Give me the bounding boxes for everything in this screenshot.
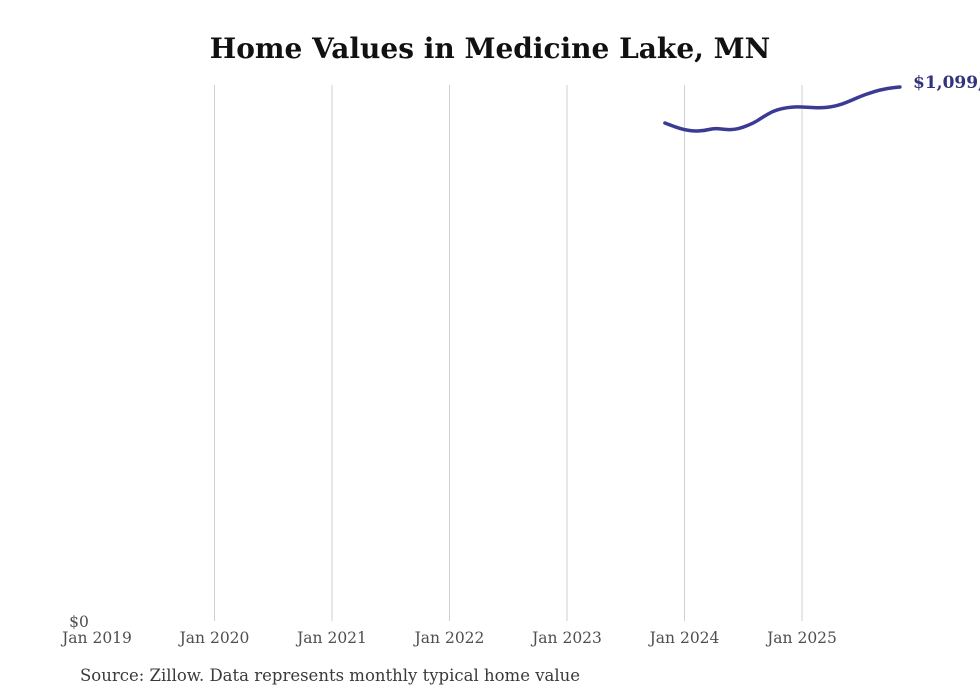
x-tick-label: Jan 2022 [413,629,485,647]
home-values-line [663,85,902,133]
x-tick-label: Jan 2024 [648,629,720,647]
x-tick-label: Jan 2023 [530,629,602,647]
x-tick-label: Jan 2025 [765,629,837,647]
source-note: Source: Zillow. Data represents monthly … [80,666,581,685]
x-tick-label: Jan 2021 [295,629,367,647]
x-tick-label: Jan 2020 [178,629,250,647]
end-value-label: $1,099, [913,73,980,93]
chart-title: Home Values in Medicine Lake, MN [209,32,771,65]
y-axis-zero-label: $0 [69,613,89,631]
x-tick-label: Jan 2019 [60,629,132,647]
